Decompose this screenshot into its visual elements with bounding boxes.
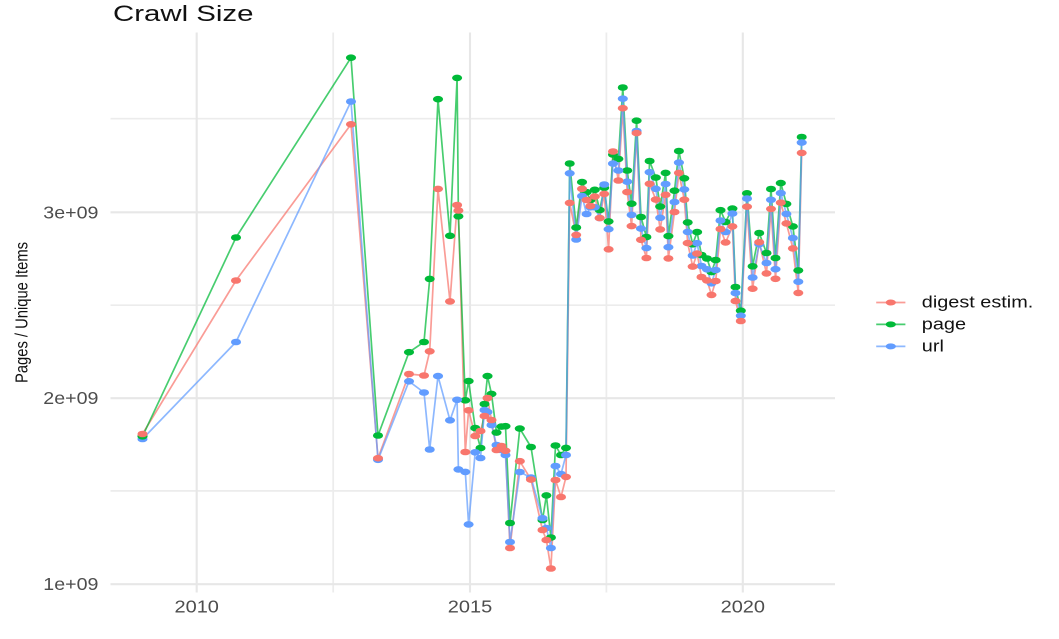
svg-text:digest estim.: digest estim. (922, 294, 1034, 312)
svg-text:page: page (922, 315, 966, 333)
svg-text:Crawl Size: Crawl Size (113, 1, 254, 26)
svg-text:url: url (922, 337, 944, 355)
svg-text:Pages / Unique Items: Pages / Unique Items (13, 242, 33, 383)
svg-text:3e+09: 3e+09 (43, 202, 98, 222)
svg-text:2010: 2010 (175, 596, 220, 616)
svg-text:2e+09: 2e+09 (43, 388, 98, 408)
svg-text:2015: 2015 (448, 596, 493, 616)
svg-text:1e+09: 1e+09 (43, 574, 98, 594)
svg-text:2020: 2020 (721, 596, 766, 616)
